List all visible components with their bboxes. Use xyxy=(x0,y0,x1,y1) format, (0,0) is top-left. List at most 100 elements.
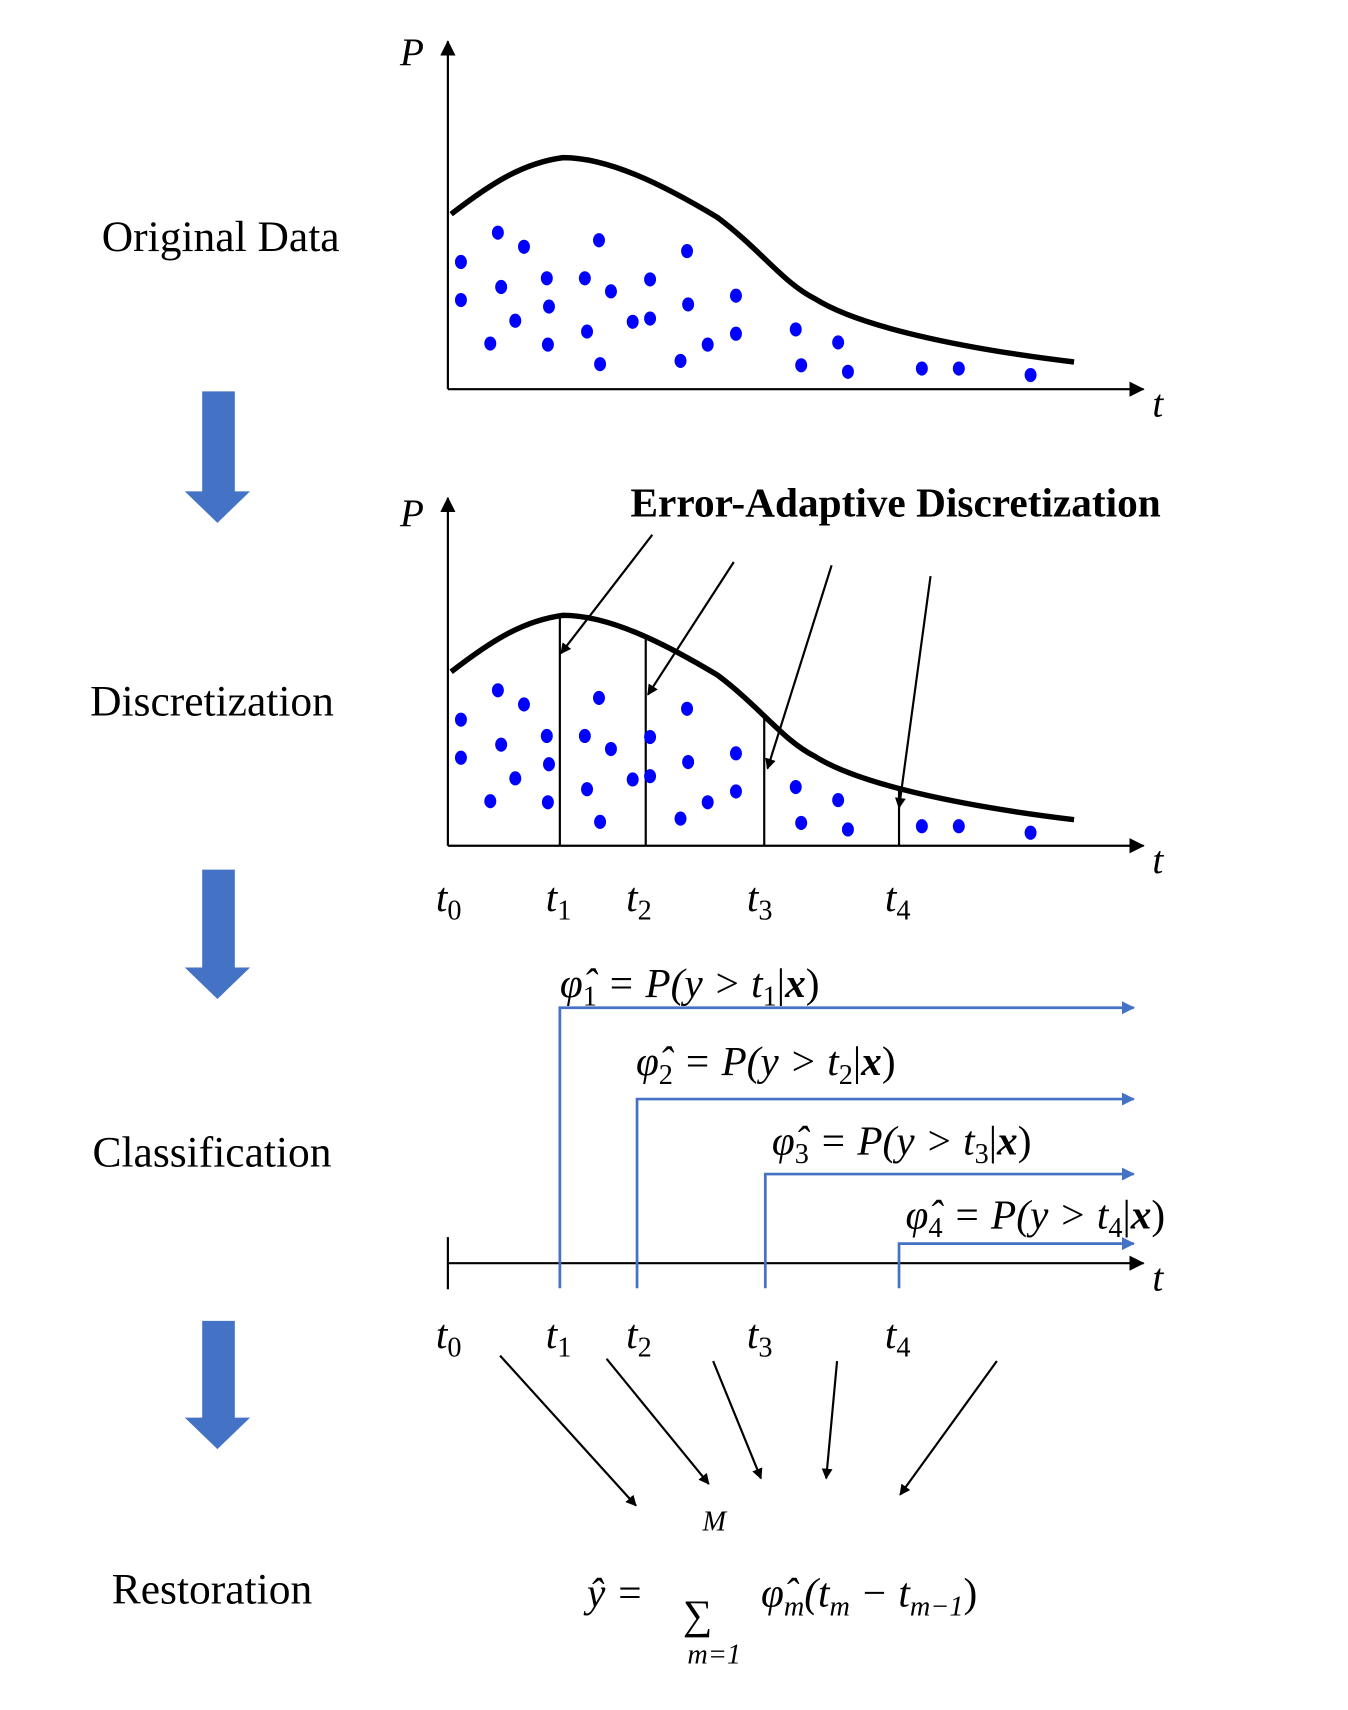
data-point xyxy=(841,822,854,837)
restoration xyxy=(499,1354,998,1507)
classifier-step-2 xyxy=(635,1092,1135,1289)
stage-label-classification: Classification xyxy=(92,1128,331,1176)
x-axis-label: t xyxy=(1152,839,1164,882)
distribution-curve xyxy=(449,154,1075,365)
tick-label-t1: t1 xyxy=(546,1311,572,1364)
data-point xyxy=(681,701,694,716)
data-point xyxy=(644,272,657,287)
data-point xyxy=(454,750,467,765)
data-point xyxy=(729,784,742,799)
data-point xyxy=(594,357,607,372)
tick-label-t2: t2 xyxy=(626,1311,652,1364)
data-point xyxy=(604,741,617,757)
restoration-formula: ŷ = ∑ M m=1 φ̂m(tm − tm−1) xyxy=(583,1507,977,1671)
data-point xyxy=(729,746,742,761)
classification-plot: t φ̂1 = P(y > t1|x) φ̂2 = P(y > t2|x) φ̂3 … xyxy=(436,960,1165,1364)
distribution-curve xyxy=(449,612,1075,823)
classifier-formula-3: φ̂3 = P(y > t3|x) xyxy=(772,1117,1032,1170)
classifier-formula-1: φ̂1 = P(y > t1|x) xyxy=(560,960,820,1013)
data-point xyxy=(674,811,687,826)
stage-label-discretization: Discretization xyxy=(90,677,334,725)
pointer-arrow xyxy=(765,564,833,770)
tick-label-t4: t4 xyxy=(885,1311,911,1364)
x-axis-label: t xyxy=(1152,382,1164,425)
data-point xyxy=(578,271,591,286)
flow-arrow-icon xyxy=(184,1320,251,1450)
data-point xyxy=(952,361,965,376)
data-point xyxy=(644,769,657,784)
pointer-arrow xyxy=(560,534,654,655)
data-point xyxy=(593,690,605,705)
data-point xyxy=(789,779,802,795)
svg-text:∑: ∑ xyxy=(683,1591,712,1637)
data-point xyxy=(495,279,508,295)
data-point xyxy=(518,239,530,254)
data-point xyxy=(674,353,687,368)
data-point xyxy=(454,712,467,727)
data-point xyxy=(681,244,694,259)
data-point xyxy=(682,754,695,770)
data-point xyxy=(495,737,508,752)
x-axis-label: t xyxy=(1152,1256,1164,1299)
data-point xyxy=(832,793,845,808)
discretization-plot: P t Error-Adaptive Discretization t0 t1 t2… xyxy=(399,479,1164,926)
data-point xyxy=(1024,825,1037,840)
data-point xyxy=(509,313,522,328)
data-point xyxy=(581,324,594,339)
pointer-arrow xyxy=(894,576,932,809)
data-point xyxy=(509,771,522,786)
discretization-title: Error-Adaptive Discretization xyxy=(631,479,1161,525)
tick-label-t3: t3 xyxy=(747,874,773,927)
data-point xyxy=(518,697,530,712)
svg-text:M: M xyxy=(701,1507,727,1538)
data-point xyxy=(540,271,553,286)
data-point xyxy=(789,322,802,337)
data-point xyxy=(593,233,605,248)
data-point xyxy=(701,795,714,810)
y-axis-label: P xyxy=(399,31,424,74)
stage-label-original-data: Original Data xyxy=(102,213,340,261)
svg-text:ŷ =: ŷ = xyxy=(583,1570,644,1616)
data-point xyxy=(729,288,742,303)
svg-text:φ̂m(tm − tm−1): φ̂m(tm − tm−1) xyxy=(761,1570,977,1623)
data-point xyxy=(795,358,808,373)
data-point xyxy=(594,814,607,829)
data-point xyxy=(581,782,594,797)
flow-arrow-icon xyxy=(184,869,251,1000)
classifier-formula-2: φ̂2 = P(y > t2|x) xyxy=(636,1038,896,1091)
data-point xyxy=(541,795,554,810)
tick-label-t0: t0 xyxy=(436,1311,462,1364)
data-point xyxy=(626,772,639,787)
data-point xyxy=(454,292,467,308)
data-point xyxy=(454,254,467,270)
classifier-step-3 xyxy=(763,1167,1135,1289)
data-point xyxy=(484,336,497,351)
data-point xyxy=(604,284,617,299)
data-point xyxy=(540,728,553,744)
tick-label-t3: t3 xyxy=(747,1311,773,1364)
classifier-step-1 xyxy=(558,1001,1135,1289)
original-data-plot: P t xyxy=(399,31,1164,425)
data-point xyxy=(841,364,854,379)
y-axis-label: P xyxy=(399,492,424,535)
data-point xyxy=(701,337,714,352)
data-point xyxy=(626,314,639,329)
stage-label-restoration: Restoration xyxy=(112,1565,313,1613)
data-point xyxy=(484,794,497,809)
classifier-step-4 xyxy=(897,1237,1135,1289)
classifier-formula-4: φ̂4 = P(y > t4|x) xyxy=(906,1191,1166,1244)
data-point xyxy=(1024,367,1037,383)
data-point xyxy=(543,757,555,772)
tick-label-t0: t0 xyxy=(436,874,462,927)
svg-text:m=1: m=1 xyxy=(687,1639,741,1670)
data-point xyxy=(644,729,657,745)
data-point xyxy=(578,728,591,744)
data-point xyxy=(915,819,928,834)
data-point xyxy=(795,815,808,830)
pointer-arrow xyxy=(646,561,735,696)
data-point xyxy=(682,297,695,312)
data-point xyxy=(491,225,504,240)
data-point xyxy=(491,683,504,698)
data-point xyxy=(729,326,742,341)
